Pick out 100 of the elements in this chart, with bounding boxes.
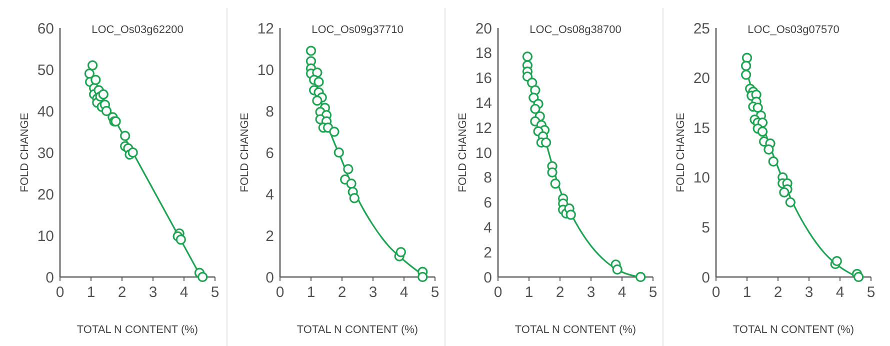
y-tick-label: 10 (475, 144, 492, 162)
y-tick-label: 25 (693, 20, 710, 38)
x-axis-title: TOTAL N CONTENT (%) (296, 324, 418, 336)
point (314, 76, 324, 88)
y-tick-label: 20 (475, 20, 492, 38)
point (636, 272, 646, 282)
point (396, 247, 406, 258)
x-tick-label: 4 (618, 284, 626, 301)
y-tick-label: 10 (257, 62, 274, 79)
point (566, 210, 576, 220)
y-tick-label: 16 (475, 70, 492, 88)
point (343, 164, 354, 174)
x-axis-title: TOTAL N CONTENT (%) (732, 324, 854, 336)
y-tick-label: 18 (475, 45, 492, 62)
point (612, 264, 622, 275)
x-tick-label: 5 (866, 284, 876, 301)
point (418, 272, 428, 282)
point (120, 130, 130, 141)
x-tick-label: 5 (648, 284, 658, 301)
point (779, 187, 790, 198)
x-tick-label: 3 (804, 284, 814, 301)
y-tick-label: 15 (693, 120, 710, 137)
point (740, 70, 752, 80)
y-tick-label: 30 (37, 144, 54, 162)
point (87, 60, 98, 70)
y-axis-title: FOLD CHANGE (675, 112, 687, 192)
point (198, 272, 208, 282)
y-tick-label: 2 (266, 228, 274, 245)
point (757, 126, 768, 137)
x-tick-label: 5 (430, 284, 440, 301)
y-tick-label: 4 (266, 186, 274, 204)
x-tick-label: 1 (306, 284, 316, 301)
x-tick-label: 3 (148, 284, 158, 301)
y-tick-label: 10 (37, 228, 54, 245)
point (854, 272, 864, 282)
x-tick-label: 4 (836, 284, 844, 301)
y-tick-label: 0 (702, 269, 710, 286)
x-tick-label: 2 (118, 284, 126, 301)
y-tick-label: 0 (266, 269, 274, 286)
chart-title: LOC_Os03g07570 (748, 24, 840, 36)
x-tick-label: 0 (56, 284, 64, 301)
y-tick-label: 12 (257, 20, 274, 38)
point (764, 144, 774, 155)
y-axis-title: FOLD CHANGE (457, 112, 469, 192)
x-tick-label: 3 (368, 284, 378, 301)
y-tick-label: 4 (484, 219, 492, 236)
x-axis-title: TOTAL N CONTENT (%) (514, 324, 636, 336)
point (522, 52, 533, 62)
y-tick-label: 12 (475, 120, 492, 137)
y-axis-title: FOLD CHANGE (19, 112, 31, 192)
y-tick-label: 20 (37, 186, 54, 204)
point (530, 104, 540, 114)
point (740, 60, 752, 71)
point (346, 178, 356, 189)
y-tick-label: 10 (693, 170, 710, 187)
chart-title: LOC_Os09g37710 (312, 24, 404, 36)
y-tick-label: 6 (266, 144, 274, 162)
y-tick-label: 50 (37, 62, 54, 79)
x-tick-label: 5 (210, 284, 220, 301)
chart-title: LOC_Os03g62200 (92, 24, 184, 36)
x-tick-label: 2 (556, 284, 564, 301)
x-tick-label: 2 (338, 284, 346, 301)
y-tick-label: 60 (37, 20, 54, 38)
point (785, 197, 796, 208)
x-tick-label: 1 (742, 284, 752, 301)
x-axis-title: TOTAL N CONTENT (%) (76, 324, 198, 336)
y-axis-title: FOLD CHANGE (239, 112, 251, 192)
point (312, 96, 322, 106)
y-tick-label: 0 (484, 269, 492, 286)
chart-title: LOC_Os08g38700 (530, 24, 622, 36)
y-tick-label: 14 (475, 94, 492, 112)
x-tick-label: 1 (86, 284, 96, 301)
x-tick-label: 4 (180, 284, 188, 301)
y-tick-label: 6 (484, 194, 492, 212)
point (547, 167, 558, 178)
point (101, 106, 112, 116)
point (742, 52, 752, 63)
y-tick-label: 8 (266, 103, 274, 120)
point (527, 78, 538, 88)
point (540, 137, 552, 148)
y-tick-label: 5 (702, 219, 710, 236)
point (176, 234, 186, 245)
point (98, 89, 108, 100)
x-tick-label: 1 (524, 284, 534, 301)
y-tick-label: 2 (484, 244, 492, 262)
point (90, 74, 101, 85)
x-tick-label: 4 (400, 284, 408, 301)
x-tick-label: 3 (586, 284, 596, 301)
x-tick-label: 2 (774, 284, 782, 301)
point (128, 147, 138, 158)
point (550, 178, 560, 189)
point (349, 193, 360, 204)
point (752, 102, 763, 113)
y-tick-label: 0 (46, 269, 54, 286)
point (329, 126, 340, 137)
point (832, 256, 842, 266)
point (334, 147, 344, 158)
y-tick-label: 20 (693, 70, 710, 88)
y-tick-label: 8 (484, 170, 492, 187)
y-tick-label: 40 (37, 103, 54, 120)
